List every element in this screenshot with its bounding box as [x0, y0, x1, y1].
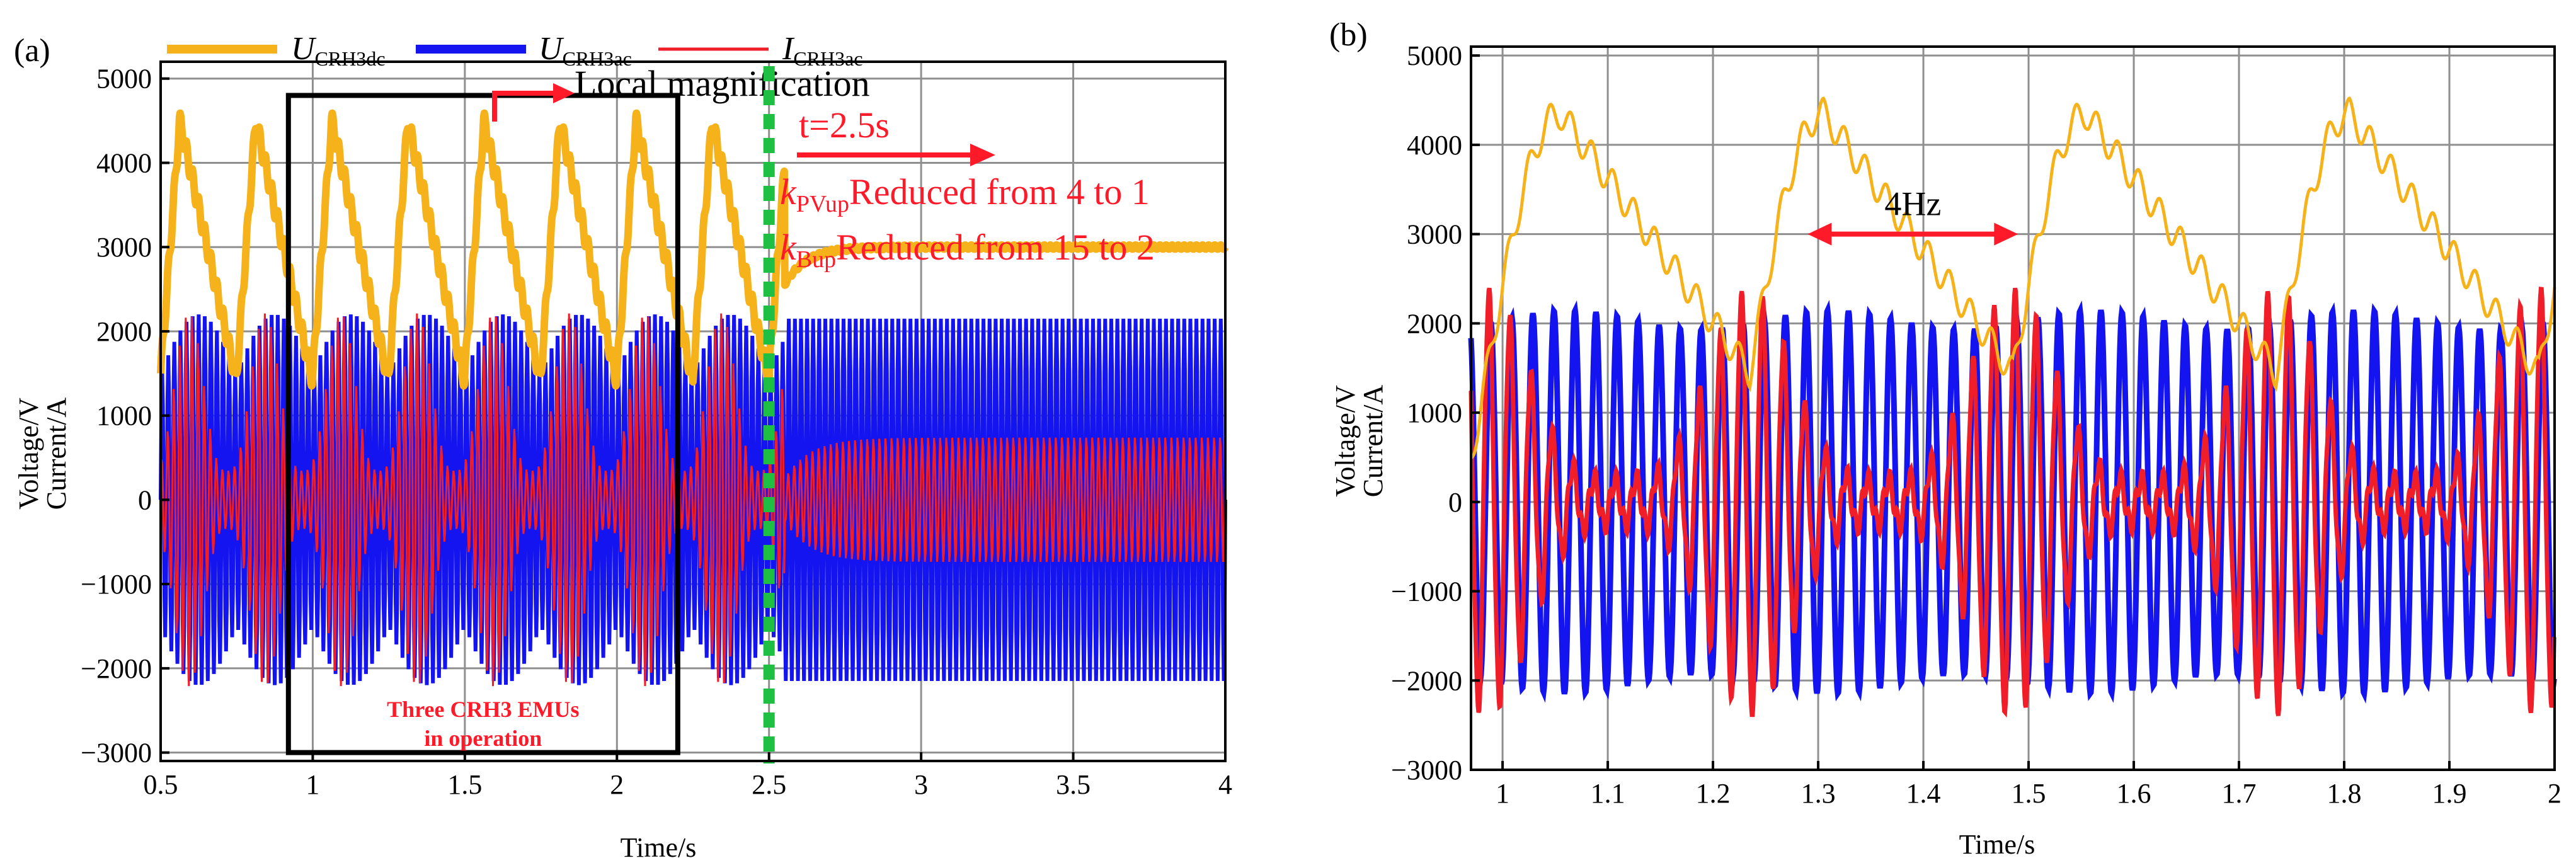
tick-label-x: 1.8 — [2327, 778, 2362, 809]
tick-label-y: 4000 — [96, 147, 152, 178]
local-magnification-arrow — [492, 91, 554, 122]
tick-label-x: 1.1 — [1591, 778, 1625, 809]
tick-label-x: 4 — [1218, 769, 1232, 800]
tick-label-y: 0 — [138, 484, 152, 515]
series-group-a — [157, 109, 1229, 687]
legend-label-iac-main: I — [782, 31, 795, 67]
tick-label-x: 2 — [2548, 778, 2562, 809]
tick-label-x: 3 — [914, 769, 928, 800]
kpv-text: Reduced from 4 to 1 — [849, 171, 1150, 212]
tick-labels-a: 0.5 1 1.5 2 2.5 3 3.5 4 −3000 −2000 −1000 0 1000 2000… — [81, 64, 1232, 800]
kb-annotation: kBupReduced from 15 to 2 — [780, 227, 1155, 273]
y-axis-label-b-line1: Voltage/V — [1330, 385, 1361, 497]
legend-label-iac-sub: CRH3ac — [793, 47, 862, 70]
event-time-arrowhead — [970, 144, 995, 166]
tick-label-x: 1 — [1496, 778, 1509, 809]
emu-label-line2: in operation — [424, 726, 542, 751]
annotations-b: 4Hz — [1807, 185, 2018, 246]
kpv-annotation: kPVupReduced from 4 to 1 — [780, 171, 1150, 217]
tick-label-y: −3000 — [81, 738, 152, 769]
series-line-udc-b — [1470, 96, 2556, 460]
local-magnification-arrowhead — [553, 83, 575, 103]
tick-label-y: 2000 — [96, 316, 152, 347]
tick-label-y: 2000 — [1407, 308, 1462, 339]
emu-label-line1: Three CRH3 EMUs — [387, 697, 579, 722]
chart-panel-a: (a) Local magnification t=2.5s kPVupRedu… — [13, 31, 1232, 858]
panel-label-b: (b) — [1329, 17, 1368, 53]
event-time-label: t=2.5s — [799, 105, 890, 146]
y-axis-label-b-line2: Current/A — [1358, 385, 1388, 498]
legend-label-uac: UCRH3ac — [539, 31, 632, 70]
tick-label-y: −2000 — [81, 653, 152, 684]
tick-label-x: 2.5 — [752, 769, 786, 800]
chart-panel-b: (b) 4Hz 1 1.1 1.2 1.3 1.4 1.5 1.6 1.7 1.8 1.9 2 −30… — [1329, 17, 2562, 858]
y-axis-label-a-line2: Current/A — [41, 398, 72, 510]
local-magnification-label: Local magnification — [575, 63, 870, 104]
local-magnification-box — [285, 93, 680, 755]
tick-label-y: 4000 — [1407, 130, 1462, 161]
tick-label-x: 1.9 — [2432, 778, 2467, 809]
series-line-uac-b — [1468, 300, 2557, 704]
axes-frame-b — [1470, 45, 2556, 771]
tick-label-y: −1000 — [1391, 576, 1462, 607]
axes-frame-a — [159, 60, 1227, 762]
tick-label-x: 1.5 — [2012, 778, 2046, 809]
tick-label-x: 2 — [610, 769, 624, 800]
tick-label-x: 3.5 — [1056, 769, 1091, 800]
tick-label-y: 1000 — [1407, 398, 1462, 428]
series-line-udc-a — [157, 109, 1229, 390]
series-line-iac-a — [159, 313, 1227, 687]
kb-text: Reduced from 15 to 2 — [836, 227, 1155, 268]
legend-label-uac-sub: CRH3ac — [563, 47, 632, 70]
kb-subscript: Bup — [796, 246, 836, 273]
axes-box — [159, 60, 1227, 762]
kpv-subscript: PVup — [796, 191, 849, 217]
tick-label-y: −3000 — [1391, 755, 1462, 786]
tick-label-y: 1000 — [96, 401, 152, 432]
tick-label-x: 1 — [306, 769, 319, 800]
x-axis-label-a: Time/s — [621, 832, 697, 858]
kpv-symbol: k — [780, 171, 797, 212]
frequency-label: 4Hz — [1884, 185, 1941, 223]
series-line-iac-b — [1468, 287, 2556, 718]
tick-label-y: −1000 — [81, 569, 152, 600]
frequency-arrowhead-left — [1807, 222, 1832, 246]
annotations-a: Local magnification t=2.5s kPVupReduced … — [285, 63, 1155, 764]
legend-label-uac-main: U — [539, 31, 564, 67]
legend-label-udc-sub: CRH3dc — [315, 47, 386, 70]
frequency-arrowhead-right — [1994, 222, 2018, 246]
tick-label-y: 3000 — [1407, 219, 1462, 250]
tick-label-x: 1.3 — [1801, 778, 1836, 809]
tick-label-x: 0.5 — [144, 769, 178, 800]
y-axis-label-a-line1: Voltage/V — [13, 398, 44, 510]
tick-label-y: 0 — [1448, 487, 1462, 518]
legend: UCRH3dc UCRH3ac ICRH3ac — [167, 31, 863, 70]
panel-label-a: (a) — [14, 33, 50, 69]
tick-label-x: 1.7 — [2222, 778, 2257, 809]
tick-label-x: 1.4 — [1906, 778, 1941, 809]
tick-label-y: −2000 — [1391, 665, 1462, 696]
tick-label-y: 3000 — [96, 232, 152, 263]
tick-label-y: 5000 — [1407, 40, 1462, 71]
x-axis-label-b: Time/s — [1959, 829, 2035, 858]
legend-label-iac: ICRH3ac — [782, 31, 863, 70]
tick-label-x: 1.2 — [1696, 778, 1731, 809]
legend-label-udc-main: U — [291, 31, 317, 67]
axes-box — [1470, 45, 2556, 771]
tick-label-x: 1.5 — [447, 769, 482, 800]
series-group-b — [1468, 96, 2557, 718]
tick-label-y: 5000 — [96, 64, 152, 94]
tick-label-x: 1.6 — [2117, 778, 2151, 809]
legend-label-udc: UCRH3dc — [291, 31, 386, 70]
kb-symbol: k — [780, 227, 797, 268]
tick-labels-b: 1 1.1 1.2 1.3 1.4 1.5 1.6 1.7 1.8 1.9 2 −3000 −2000 −… — [1391, 40, 2562, 809]
